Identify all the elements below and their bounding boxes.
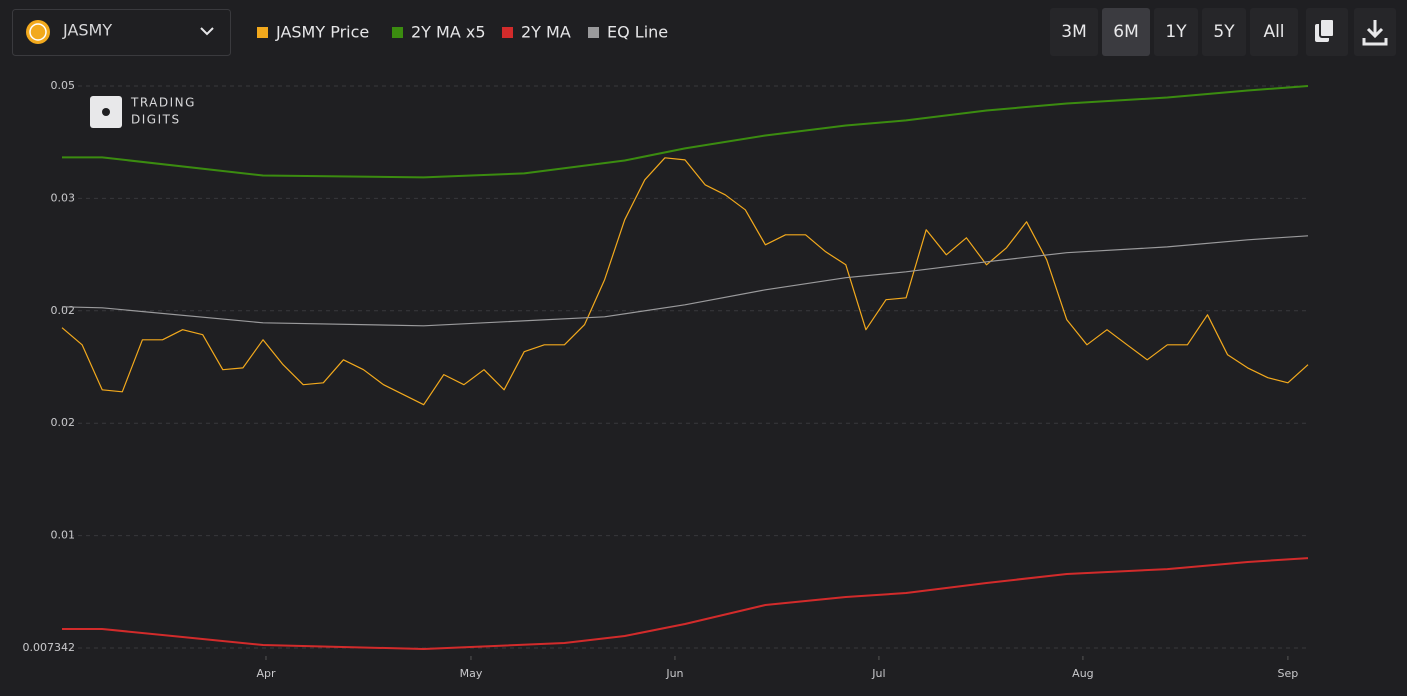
range-button[interactable] [1102,8,1150,56]
range-label: 3M [1061,22,1086,42]
legend-label: JASMY Price [275,23,369,42]
range-label: 6M [1113,22,1138,42]
y-tick-label: 0.02 [51,416,76,429]
download-button[interactable] [1354,8,1396,56]
range-button[interactable] [1250,8,1298,56]
legend-label: 2Y MA x5 [411,23,486,42]
asset-selector[interactable]: JASMY [12,9,231,56]
range-buttons[interactable]: 3M 6M 1Y 5Y All [1050,8,1298,56]
legend-label: 2Y MA [521,23,571,42]
legend-label: EQ Line [607,23,668,42]
legend-swatch [502,27,513,38]
series-line [61,235,1309,327]
y-tick-label: 0.02 [51,304,76,317]
x-tick-label: Jun [665,667,683,680]
x-tick-label: Aug [1072,667,1093,680]
y-tick-label: 0.01 [51,529,76,542]
plot: 0.007342 0.01 0.02 0.02 0.03 0.05 Apr May Jun Jul… [23,79,1309,680]
y-tick-label: 0.05 [51,79,76,92]
legend-swatch [257,27,268,38]
range-button[interactable] [1050,8,1098,56]
range-label: All [1263,22,1284,42]
range-button[interactable] [1154,8,1198,56]
legend-swatch [392,27,403,38]
series-line [61,157,1309,406]
download-icon [1362,20,1388,46]
x-tick-label: Apr [256,667,276,680]
watermark-text: DIGITS [131,113,181,127]
logo-dot [102,108,110,116]
dropdown-arrow [200,27,214,36]
x-tick-label: Jul [871,667,885,680]
copy-button[interactable] [1306,8,1348,56]
x-tick-label: May [460,667,483,680]
legend-swatch [588,27,599,38]
asset-name: JASMY [62,21,112,40]
range-button[interactable] [1202,8,1246,56]
series-line [62,85,1309,179]
range-label: 5Y [1213,22,1235,42]
asset-icon-ring [29,23,47,41]
selector-box[interactable] [12,9,231,56]
copy-icon [1319,18,1335,38]
series-line [62,557,1309,650]
y-tick-label: 0.03 [51,191,76,204]
watermark-text: TRADING [130,96,196,110]
watermark: TRADING DIGITS [90,96,196,128]
y-tick-label: 0.007342 [23,641,76,654]
x-tick-label: Sep [1278,667,1299,680]
range-label: 1Y [1165,22,1187,42]
